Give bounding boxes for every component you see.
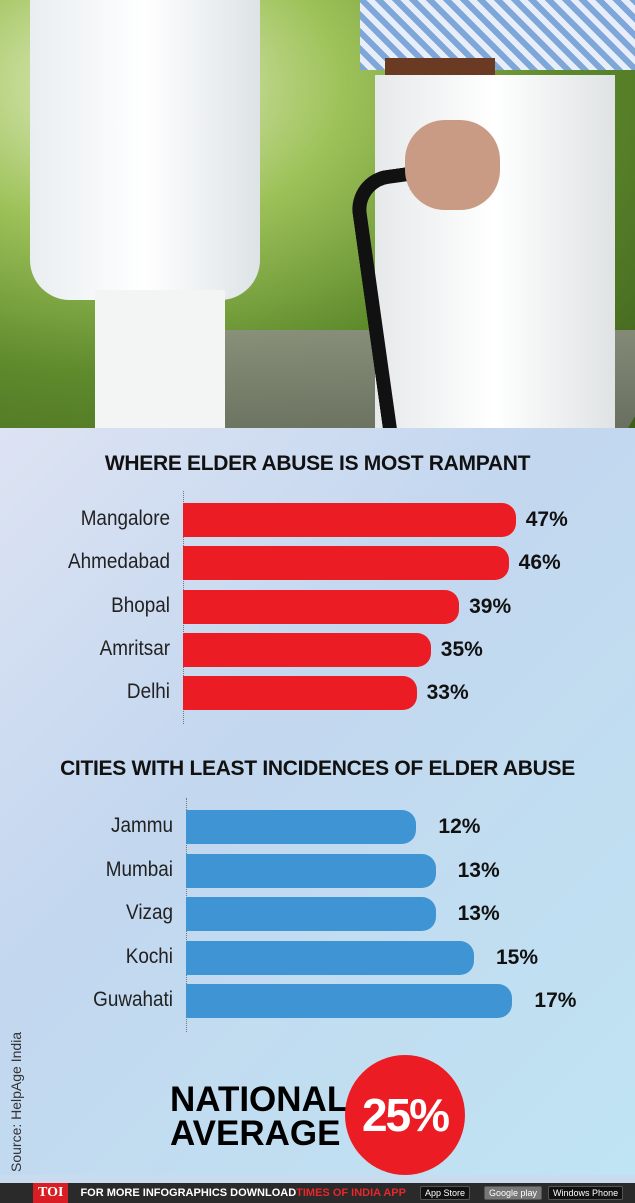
- google-play-badge[interactable]: Google play: [484, 1186, 543, 1200]
- footer-bar: TOI FOR MORE INFOGRAPHICS DOWNLOAD TIMES…: [0, 1183, 635, 1203]
- category-label: Ahmedabad: [68, 550, 170, 574]
- toi-logo: TOI: [33, 1183, 69, 1203]
- national-line1: NATIONAL: [170, 1080, 349, 1119]
- data-label: 12%: [438, 815, 481, 838]
- bar: [183, 546, 509, 581]
- bar: [183, 503, 516, 537]
- chart-panel: [0, 428, 635, 1175]
- category-label: Mumbai: [105, 857, 173, 881]
- bar: [183, 632, 431, 667]
- category-label: Kochi: [125, 944, 173, 968]
- windows-phone-badge[interactable]: Windows Phone: [548, 1186, 624, 1200]
- header-photo: [0, 0, 635, 428]
- source-note: Source: HelpAge India: [8, 1031, 24, 1172]
- category-label: Jammu: [111, 814, 173, 837]
- bar: [186, 940, 474, 975]
- chart-title-most: WHERE ELDER ABUSE IS MOST RAMPANT: [104, 452, 531, 475]
- data-label: 46%: [518, 551, 561, 575]
- national-line2: AVERAGE: [170, 1114, 341, 1153]
- data-label: 17%: [534, 989, 577, 1012]
- bar: [183, 589, 460, 624]
- national-average-value: 25%: [345, 1055, 465, 1175]
- data-label: 35%: [440, 637, 483, 661]
- category-label: Delhi: [126, 680, 170, 704]
- chart-title-least: CITIES WITH LEAST INCIDENCES OF ELDER AB…: [60, 757, 575, 780]
- category-label: Guwahati: [93, 988, 173, 1011]
- category-label: Vizag: [126, 901, 173, 924]
- app-store-badge[interactable]: App Store: [419, 1186, 470, 1200]
- bar: [186, 853, 436, 888]
- national-average-label: NATIONAL AVERAGE: [170, 1080, 349, 1153]
- data-label: 13%: [457, 902, 500, 925]
- data-label: 15%: [496, 945, 539, 969]
- data-label: 39%: [469, 594, 512, 618]
- data-label: 33%: [426, 681, 469, 705]
- category-label: Bhopal: [111, 593, 170, 617]
- bar: [183, 676, 417, 711]
- data-label: 47%: [525, 508, 568, 531]
- category-label: Amritsar: [99, 636, 170, 660]
- category-label: Mangalore: [80, 507, 170, 530]
- bar: [186, 810, 417, 844]
- footer-app: TIMES OF INDIA APP: [296, 1187, 406, 1199]
- bar: [186, 897, 436, 931]
- data-label: 13%: [457, 858, 500, 882]
- bar: [186, 984, 513, 1018]
- footer-text: FOR MORE INFOGRAPHICS DOWNLOAD: [80, 1187, 297, 1199]
